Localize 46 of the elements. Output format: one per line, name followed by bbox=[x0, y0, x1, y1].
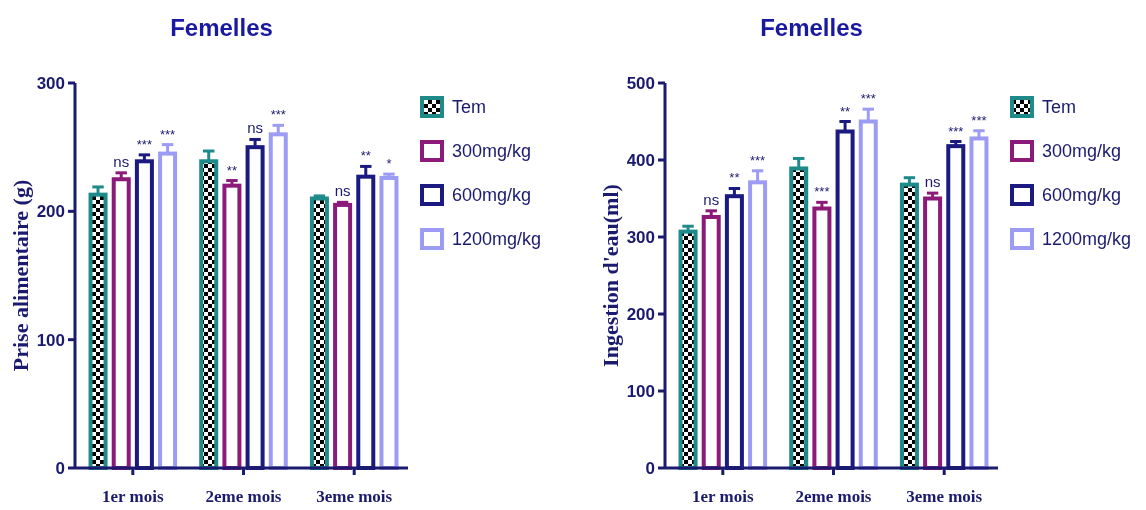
y-tick-label: 100 bbox=[626, 381, 655, 401]
data-label: ns bbox=[334, 182, 351, 200]
y-tick-label: 0 bbox=[645, 458, 655, 478]
data-label: ns bbox=[703, 190, 720, 208]
y-tick-label: 200 bbox=[36, 202, 65, 222]
y-axis-title: Prise alimentaire (g) bbox=[8, 179, 33, 372]
y-tick-label: 0 bbox=[55, 458, 65, 478]
x-tick-label: 1er mois bbox=[692, 487, 754, 506]
x-tick-label: 2eme mois bbox=[795, 487, 872, 506]
data-label: *** bbox=[971, 112, 987, 128]
legend-label: Tem bbox=[452, 97, 487, 118]
data-label: ** bbox=[226, 162, 237, 178]
y-tick-label: 500 bbox=[626, 73, 655, 93]
data-label: *** bbox=[136, 136, 152, 152]
data-label: ns bbox=[113, 152, 130, 170]
y-tick-label: 400 bbox=[626, 150, 655, 170]
legend-label: 600mg/kg bbox=[1042, 185, 1122, 206]
y-tick-label: 100 bbox=[36, 330, 65, 350]
legend-label: 300mg/kg bbox=[452, 141, 532, 162]
data-label: *** bbox=[749, 152, 766, 168]
data-label: *** bbox=[948, 123, 964, 139]
data-label: ns bbox=[924, 173, 941, 191]
x-tick-label: 1er mois bbox=[102, 487, 164, 506]
data-label: *** bbox=[159, 126, 176, 142]
y-axis-title: Ingestion d'eau(ml) bbox=[598, 184, 623, 367]
x-tick-label: 3eme mois bbox=[906, 487, 983, 506]
data-label: * bbox=[386, 156, 392, 172]
x-tick-label: 2eme mois bbox=[205, 487, 282, 506]
legend-label: 600mg/kg bbox=[452, 185, 532, 206]
chart-title: Femelles bbox=[170, 14, 273, 41]
data-label: ** bbox=[840, 103, 851, 119]
y-tick-label: 200 bbox=[626, 304, 655, 324]
legend-label: 1200mg/kg bbox=[452, 229, 542, 250]
legend-label: 1200mg/kg bbox=[1042, 229, 1132, 250]
data-label: *** bbox=[270, 107, 286, 123]
data-label: *** bbox=[860, 91, 876, 107]
data-label: ns bbox=[247, 119, 264, 137]
data-label: ** bbox=[360, 148, 371, 164]
legend-label: Tem bbox=[1042, 97, 1077, 118]
y-tick-label: 300 bbox=[626, 227, 655, 247]
data-label: ** bbox=[729, 170, 740, 186]
chart-title: Femelles bbox=[760, 14, 863, 41]
data-label: *** bbox=[814, 184, 830, 200]
y-tick-label: 300 bbox=[36, 73, 65, 93]
x-tick-label: 3eme mois bbox=[316, 487, 393, 506]
legend-label: 300mg/kg bbox=[1042, 141, 1122, 162]
